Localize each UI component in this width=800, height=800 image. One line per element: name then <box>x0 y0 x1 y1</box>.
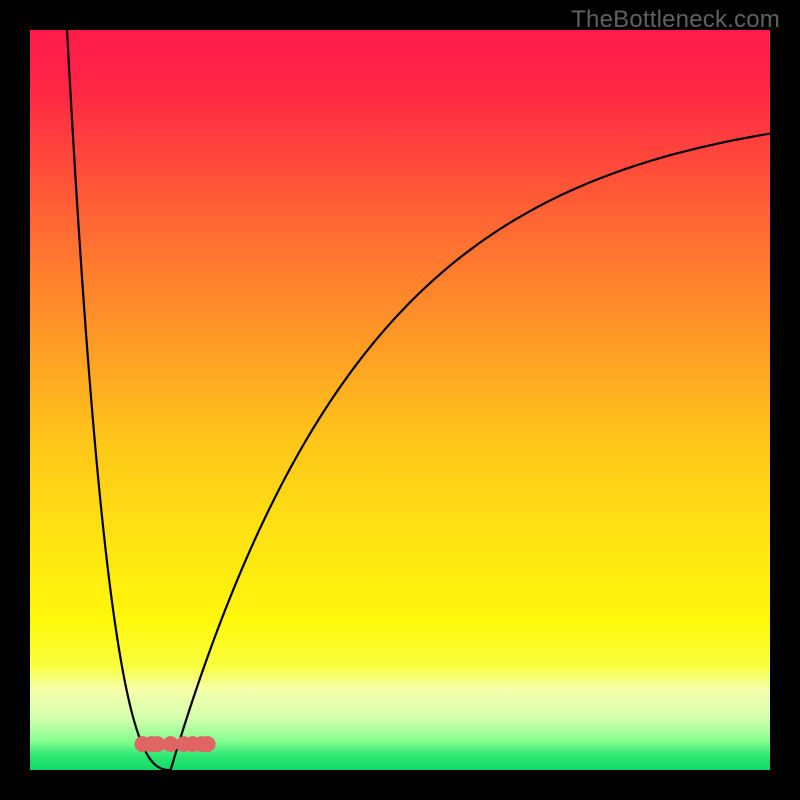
bottom-markers <box>134 736 215 752</box>
plot-area <box>30 30 770 770</box>
plot-background <box>30 30 770 770</box>
curve-marker <box>200 736 216 752</box>
watermark-text: TheBottleneck.com <box>571 6 780 34</box>
plot-svg <box>30 30 770 770</box>
chart-frame: TheBottleneck.com <box>0 0 800 800</box>
